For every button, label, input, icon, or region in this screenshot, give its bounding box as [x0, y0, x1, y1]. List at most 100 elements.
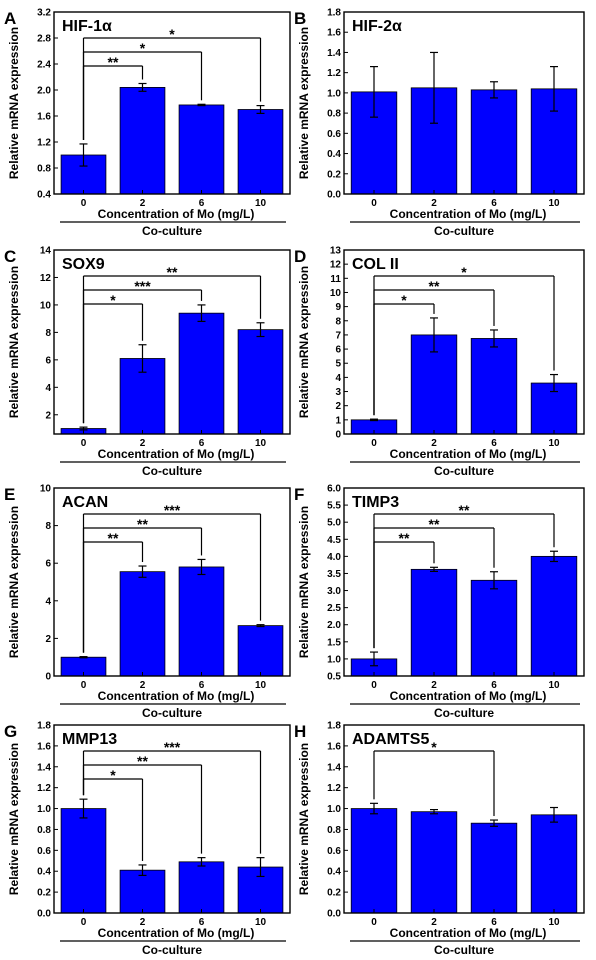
y-tick-label: 2.0 — [327, 620, 341, 631]
x-tick-label: 10 — [255, 198, 267, 209]
y-tick-label: 2.8 — [37, 34, 51, 45]
y-tick-label: 1.6 — [327, 741, 341, 752]
y-axis-label: Relative mRNA expression — [7, 266, 21, 418]
x-tick-label: 6 — [491, 438, 497, 449]
y-tick-label: 8 — [335, 316, 341, 327]
y-tick-label: 2.0 — [37, 86, 51, 97]
y-tick-label: 4.5 — [327, 535, 341, 546]
bar — [178, 104, 225, 195]
sig-label: * — [401, 292, 407, 308]
y-tick-label: 2 — [45, 410, 51, 421]
bar — [178, 861, 225, 914]
x-tick-label: 2 — [431, 917, 437, 928]
bar — [470, 822, 518, 914]
y-tick-label: 1.6 — [37, 112, 51, 123]
y-tick-label: 2.4 — [37, 60, 51, 71]
y-tick-label: 3.2 — [37, 8, 51, 19]
y-tick-label: 4 — [45, 383, 51, 394]
y-tick-label: 0.4 — [37, 867, 51, 878]
panel-letter: C — [4, 247, 16, 266]
x-axis-label: Concentration of Mo (mg/L) — [98, 447, 255, 461]
x-tick-label: 0 — [371, 917, 377, 928]
y-tick-label: 0.2 — [327, 888, 341, 899]
y-tick-label: 1.5 — [327, 637, 341, 648]
x-tick-label: 2 — [140, 680, 146, 691]
panel-letter: G — [4, 722, 17, 741]
y-tick-label: 0.0 — [37, 909, 51, 920]
sig-label: ** — [399, 530, 410, 546]
panel-title: ACAN — [62, 494, 108, 511]
y-tick-label: 0.6 — [327, 129, 341, 140]
y-tick-label: 6 — [335, 345, 341, 356]
y-tick-label: 0.2 — [327, 169, 341, 180]
y-tick-label: 1.0 — [327, 88, 341, 99]
x-tick-label: 10 — [255, 917, 267, 928]
group-label: Co-culture — [434, 706, 494, 720]
x-tick-label: 2 — [431, 438, 437, 449]
bar — [470, 338, 518, 435]
x-tick-label: 0 — [371, 680, 377, 691]
y-tick-label: 1.0 — [327, 654, 341, 665]
panel-h: 0.0 0.2 0.4 0.6 0.8 1.0 1.2 1.4 1.6 1.8 0 2 6 10Conce… — [294, 721, 585, 957]
plot-frame — [53, 724, 291, 914]
x-tick-label: 2 — [431, 680, 437, 691]
y-tick-label: 0.2 — [37, 888, 51, 899]
panel-title: TIMP3 — [352, 494, 399, 511]
y-tick-label: 0.8 — [37, 825, 51, 836]
x-axis-label: Concentration of Mo (mg/L) — [98, 207, 255, 221]
y-tick-label: 1.6 — [327, 28, 341, 39]
sig-label: *** — [134, 278, 151, 294]
y-tick-label: 4.0 — [327, 552, 341, 563]
x-tick-label: 2 — [140, 917, 146, 928]
x-tick-label: 6 — [199, 917, 205, 928]
bar — [237, 329, 284, 435]
y-tick-label: 7 — [335, 330, 341, 341]
y-tick-label: 12 — [40, 273, 52, 284]
x-tick-label: 2 — [140, 438, 146, 449]
panel-title: COL II — [352, 256, 399, 273]
y-tick-label: 1.2 — [327, 68, 341, 79]
x-axis-label: Concentration of Mo (mg/L) — [98, 926, 255, 940]
x-tick-label: 10 — [548, 198, 560, 209]
y-axis-label: Relative mRNA expression — [7, 506, 21, 658]
x-tick-label: 6 — [491, 198, 497, 209]
y-tick-label: 6.0 — [327, 484, 341, 495]
y-tick-label: 0.0 — [327, 190, 341, 201]
x-tick-label: 0 — [81, 917, 87, 928]
sig-label: ** — [137, 753, 148, 769]
y-tick-label: 2 — [335, 401, 341, 412]
sig-label: * — [431, 739, 437, 755]
y-tick-label: 10 — [330, 288, 342, 299]
y-tick-label: 3.0 — [327, 586, 341, 597]
y-tick-label: 1.8 — [327, 8, 341, 19]
panel-f: 0.5 1.0 1.5 2.0 2.5 3.0 3.5 4.0 4.5 5.0 5.5 6.0 0 2 6 1… — [294, 484, 585, 720]
y-tick-label: 14 — [40, 246, 52, 257]
group-label: Co-culture — [142, 943, 202, 955]
group-label: Co-culture — [434, 224, 494, 238]
x-tick-label: 0 — [371, 198, 377, 209]
y-tick-label: 1 — [335, 415, 341, 426]
x-tick-label: 6 — [199, 198, 205, 209]
y-tick-label: 0.5 — [327, 672, 341, 683]
x-tick-label: 10 — [548, 438, 560, 449]
sig-label: * — [110, 292, 116, 308]
sig-label: * — [110, 767, 116, 783]
x-tick-label: 2 — [431, 198, 437, 209]
panel-letter: A — [4, 9, 16, 28]
y-tick-label: 4 — [45, 596, 51, 607]
y-tick-label: 6 — [45, 559, 51, 570]
panel-title: ADAMTS5 — [352, 731, 429, 748]
sig-label: ** — [137, 516, 148, 532]
y-tick-label: 13 — [330, 246, 342, 257]
x-axis-label: Concentration of Mo (mg/L) — [390, 447, 547, 461]
y-tick-label: 1.4 — [37, 762, 51, 773]
panel-title: HIF-1α — [62, 18, 112, 35]
sig-label: *** — [164, 739, 181, 755]
x-tick-label: 0 — [81, 680, 87, 691]
panel-letter: F — [294, 485, 304, 504]
y-tick-label: 1.4 — [327, 48, 341, 59]
bar — [119, 87, 166, 195]
bar — [60, 808, 107, 914]
panel-a: 0.4 0.8 1.2 1.6 2.0 2.4 2.8 3.2 0 2 6 10Concentrati… — [4, 8, 291, 238]
